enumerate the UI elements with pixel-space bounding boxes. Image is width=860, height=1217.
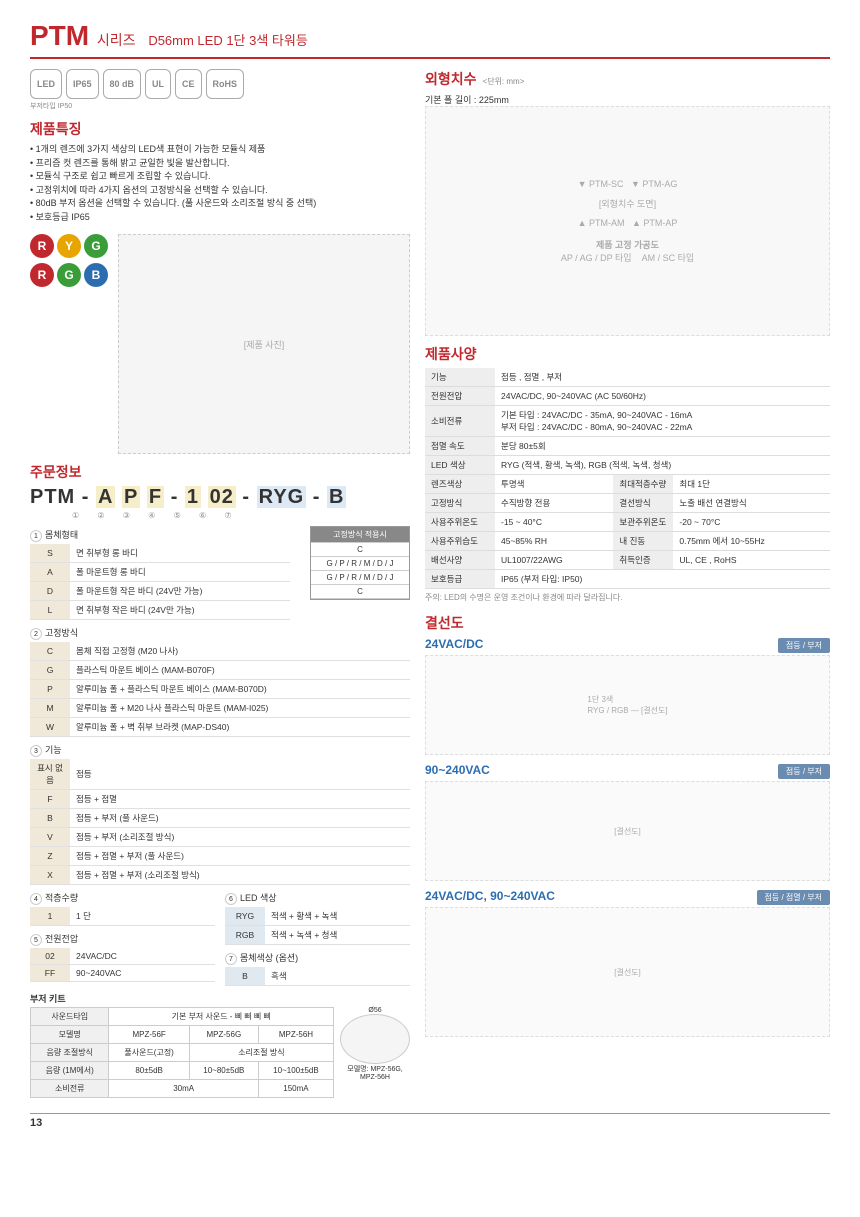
feature-item: 프리즘 컷 렌즈를 통해 밝고 균일한 빛을 발산합니다. <box>30 157 410 171</box>
order-nums: ① ② ③ ④ ⑤ ⑥ ⑦ <box>30 511 410 520</box>
buzzer-title: 부저 키트 <box>30 992 410 1005</box>
color-circle: R <box>30 263 54 287</box>
color-circle: G <box>57 263 81 287</box>
cert-note: 부저타입 IP50 <box>30 101 410 111</box>
page-header: PTM 시리즈 D56mm LED 1단 3색 타워등 <box>30 20 830 59</box>
order-code: PTM - A P F - 1 02 - RYG - B <box>30 486 410 509</box>
feature-item: 고정위치에 따라 4가지 옵션의 고정방식을 선택할 수 있습니다. <box>30 184 410 198</box>
cert-row: LED IP65 80 dB UL CE RoHS <box>30 69 410 99</box>
buzzer-img: Ø56 모델명: MPZ-56G, MPZ-56H <box>340 1007 410 1098</box>
color-circle: Y <box>57 234 81 258</box>
series-desc: D56mm LED 1단 3색 타워등 <box>148 33 308 48</box>
cert-badge: RoHS <box>206 69 245 99</box>
cert-badge: IP65 <box>66 69 99 99</box>
cert-badge: LED <box>30 69 62 99</box>
opt-body-color: 7몸체색상 (옵션) B흑색 <box>225 951 410 986</box>
wiring2-head: 90~240VAC <box>425 763 490 777</box>
color-circle: G <box>84 234 108 258</box>
dim-base-length: 기본 폴 길이 : 225mm <box>425 93 830 106</box>
fix-applicability-box: 고정방식 적용시 C G / P / R / M / D / J G / P /… <box>310 526 410 600</box>
wiring1-tag: 점등 / 부저 <box>778 638 830 653</box>
cert-badge: UL <box>145 69 171 99</box>
order-title: 주문정보 <box>30 462 410 482</box>
color-row-rgb: R G B <box>30 263 108 287</box>
wiring3-tag: 점등 / 점멸 / 부저 <box>757 890 831 905</box>
series-sub: 시리즈 <box>97 32 136 48</box>
product-images: [제품 사진] <box>118 234 410 454</box>
feature-item: 보호등급 IP65 <box>30 211 410 225</box>
dim-drawings: ▼ PTM-SC ▼ PTM-AG [외형치수 도면] ▲ PTM-AM ▲ P… <box>425 106 830 336</box>
cert-badge: 80 dB <box>103 69 142 99</box>
features-list: 1개의 렌즈에 3가지 색상의 LED색 표현이 가능한 모듈식 제품 프리즘 … <box>30 143 410 224</box>
buzzer-table: 사운드타입기본 부저 사운드 - 삐 삐 삐 삐 모델명MPZ-56FMPZ-5… <box>30 1007 334 1098</box>
wiring3-head: 24VAC/DC, 90~240VAC <box>425 889 555 903</box>
wiring2-tag: 점등 / 부저 <box>778 764 830 779</box>
color-circle: R <box>30 234 54 258</box>
wiring1-head: 24VAC/DC <box>425 637 483 651</box>
wiring1-diagram: 1단 3색 RYG / RGB — [결선도] <box>425 655 830 755</box>
spec-note: 주의: LED의 수명은 운영 조건이나 환경에 따라 달라집니다. <box>425 592 830 603</box>
feature-item: 1개의 렌즈에 3가지 색상의 LED색 표현이 가능한 모듈식 제품 <box>30 143 410 157</box>
dim-unit: <단위: mm> <box>483 76 525 87</box>
color-circle: B <box>84 263 108 287</box>
opt-tier: 4적층수량 11 단 <box>30 891 215 926</box>
opt-mount: 2고정방식 C몸체 직접 고정형 (M20 나사) G플라스틱 마운트 베이스 … <box>30 626 410 737</box>
spec-title: 제품사양 <box>425 344 830 364</box>
opt-led-color: 6LED 색상 RYG적색 + 황색 + 녹색 RGB적색 + 녹색 + 청색 <box>225 891 410 945</box>
wiring2-diagram: [결선도] <box>425 781 830 881</box>
series-title: PTM <box>30 20 89 51</box>
cert-badge: CE <box>175 69 202 99</box>
feature-item: 모듈식 구조로 쉽고 빠르게 조립할 수 있습니다. <box>30 170 410 184</box>
feature-item: 80dB 부저 옵션을 선택할 수 있습니다. (풀 사운드와 소리조절 방식 … <box>30 197 410 211</box>
right-column: 외형치수 <단위: mm> 기본 폴 길이 : 225mm ▼ PTM-SC ▼… <box>425 69 830 1098</box>
opt-voltage: 5전원전압 0224VAC/DC FF90~240VAC <box>30 932 215 982</box>
wiring-title: 결선도 <box>425 613 830 633</box>
color-row-ryg: R Y G <box>30 234 108 258</box>
features-title: 제품특징 <box>30 119 410 139</box>
left-column: LED IP65 80 dB UL CE RoHS 부저타입 IP50 제품특징… <box>30 69 410 1098</box>
page-number: 13 <box>30 1113 830 1129</box>
opt-function: 3기능 표시 없음점등 F점등 + 점멸 B점등 + 부저 (풀 사운드) V점… <box>30 743 410 885</box>
spec-table: 기능점등 , 점멸 , 부저 전원전압24VAC/DC, 90~240VAC (… <box>425 368 830 589</box>
wiring3-diagram: [결선도] <box>425 907 830 1037</box>
dim-title: 외형치수 <box>425 69 477 89</box>
